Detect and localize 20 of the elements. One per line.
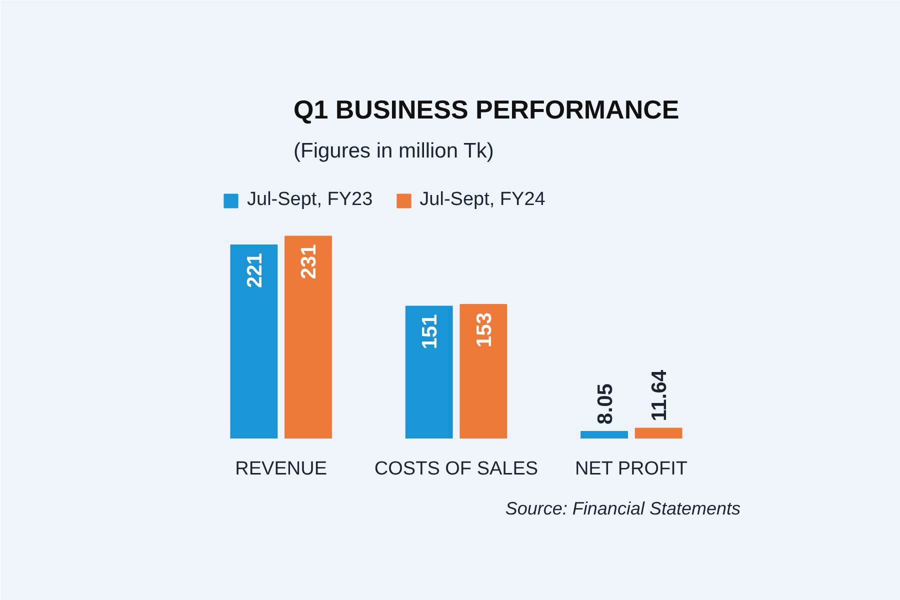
bar [230,244,278,438]
data-label: 221 [243,252,266,288]
bar [405,306,453,438]
legend-label: Jul-Sept, FY23 [247,189,373,211]
data-label: 153 [472,312,496,348]
x-tick-label: REVENUE [235,458,328,480]
chart-subtitle: (Figures in million Tk) [294,140,494,162]
x-tick-label: NET PROFIT [574,458,688,480]
source-note: Source: Financial Statements [505,498,741,518]
bar [634,428,682,438]
data-label: 231 [298,244,321,280]
data-label: 8.05 [594,383,617,424]
legend-label: Jul-Sept, FY24 [420,189,546,211]
chart-title: Q1 BUSINESS PERFORMANCE [294,94,680,124]
x-tick-label: COSTS OF SALES [374,458,538,480]
data-label: 11.64 [648,370,672,422]
data-label: 151 [418,314,442,350]
bar [284,236,332,438]
bar [460,304,508,438]
bar [580,430,628,438]
